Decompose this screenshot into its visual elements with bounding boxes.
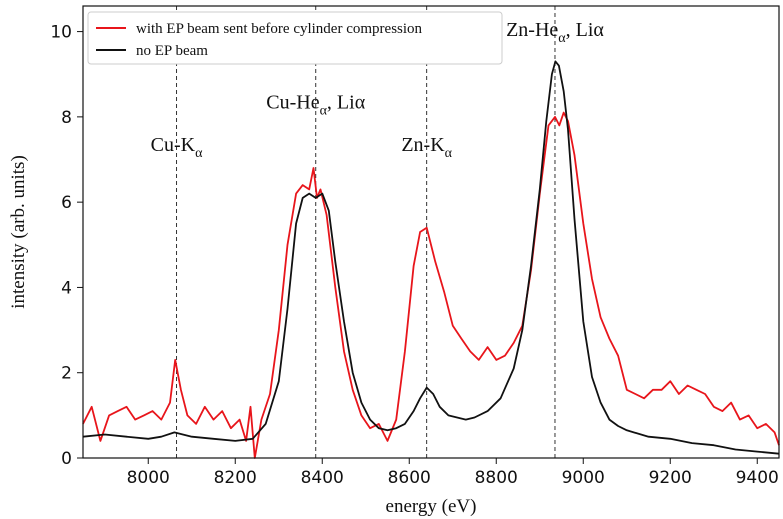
x-tick-label-7: 9400 (736, 468, 779, 488)
series-line-1 (82, 60, 780, 455)
legend-box (87, 11, 503, 65)
series-line-0 (82, 111, 780, 459)
series-lines (82, 60, 780, 459)
peak-label-0: Cu-Kα (151, 134, 203, 161)
x-tick-label-5: 9000 (562, 468, 605, 488)
y-tick-label-4: 8 (61, 108, 72, 128)
y-tick-label-2: 4 (61, 278, 72, 298)
peak-annotations: Cu-Kα Cu-Heα, Liα Zn-Kα Zn-Heα, Liα (151, 19, 605, 161)
x-tick-label-3: 8600 (388, 468, 431, 488)
x-tick-label-4: 8800 (475, 468, 518, 488)
legend-label-no-ep: no EP beam (136, 43, 208, 59)
y-axis-label: intensity (arb. units) (8, 155, 29, 309)
peak-label-3: Zn-Heα, Liα (506, 19, 604, 46)
y-axis-ticks: 0 2 4 6 8 10 (50, 23, 83, 469)
x-tick-label-1: 8200 (214, 468, 257, 488)
x-axis-label: energy (eV) (386, 496, 477, 517)
y-tick-label-1: 2 (61, 364, 72, 384)
x-axis-ticks: 8000 8200 8400 8600 8800 9000 9200 9400 (127, 458, 779, 488)
x-tick-label-6: 9200 (649, 468, 692, 488)
y-tick-label-3: 6 (61, 193, 72, 213)
legend-label-with-ep: with EP beam sent before cylinder compre… (136, 21, 423, 37)
y-tick-label-0: 0 (61, 449, 72, 469)
plot-frame (82, 5, 780, 459)
reference-lines (176, 6, 556, 458)
peak-label-2: Zn-Kα (401, 134, 452, 161)
legend: with EP beam sent before cylinder compre… (87, 11, 503, 65)
x-tick-label-0: 8000 (127, 468, 170, 488)
y-tick-label-5: 10 (50, 23, 72, 43)
peak-label-1: Cu-Heα, Liα (266, 91, 365, 118)
x-tick-label-2: 8400 (301, 468, 344, 488)
